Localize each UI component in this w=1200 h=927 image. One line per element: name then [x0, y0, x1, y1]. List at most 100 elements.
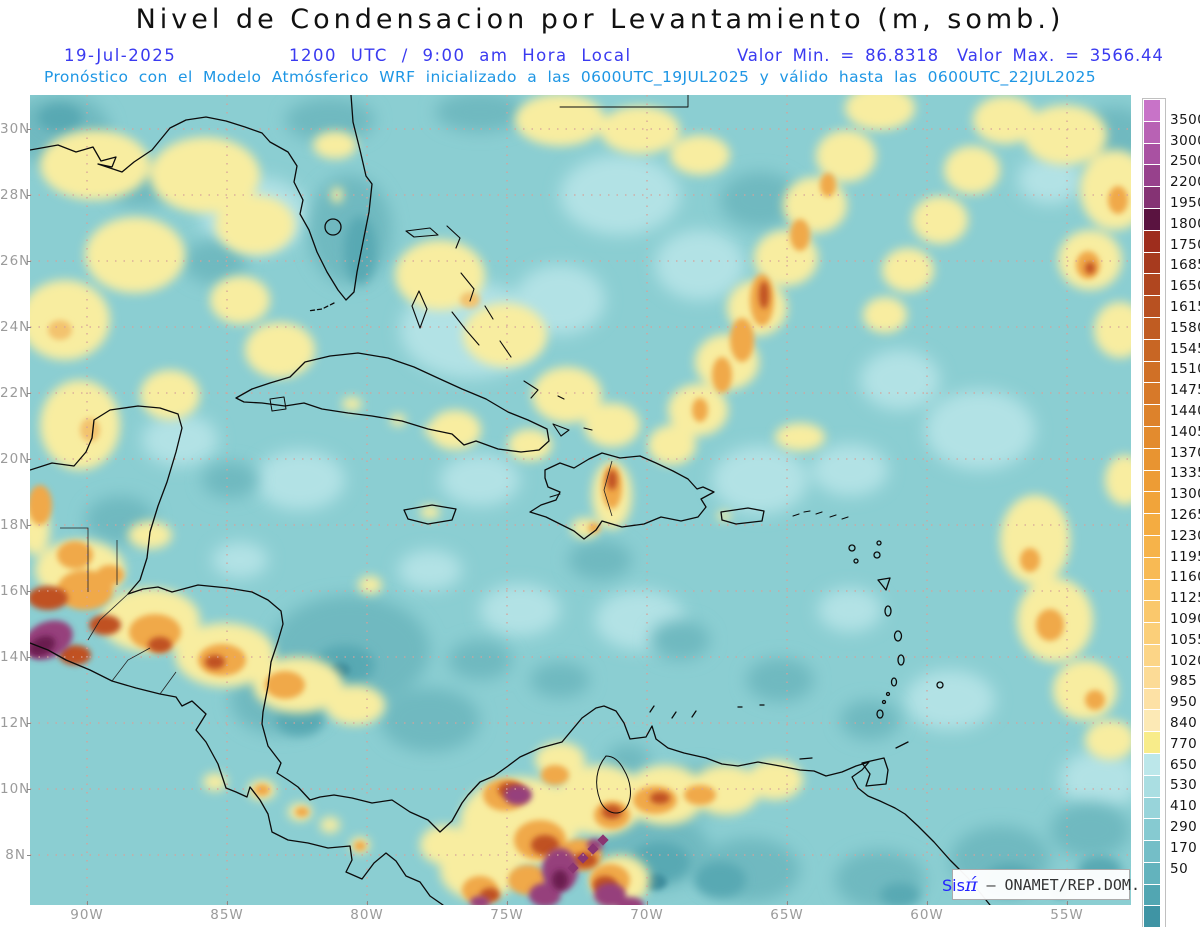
- colorbar-value: 530: [1170, 777, 1198, 794]
- colorbar-cell: [1144, 187, 1160, 209]
- y-tick-label: 22N: [0, 385, 31, 401]
- x-tick-label: 85W: [210, 907, 244, 923]
- y-tick-label: 24N: [0, 319, 31, 335]
- colorbar-value: 1440: [1170, 403, 1200, 419]
- y-tick-label: 8N: [5, 847, 26, 863]
- y-tick-label: 28N: [0, 187, 31, 203]
- max-value: Valor Max. = 3566.44: [956, 46, 1164, 65]
- x-tick: [647, 901, 648, 905]
- y-tick: [27, 525, 31, 526]
- colorbar-cell: [1144, 143, 1160, 166]
- colorbar-cell: [1144, 165, 1160, 188]
- colorbar-cell: [1144, 819, 1160, 842]
- colorbar-value: 1545: [1170, 340, 1200, 357]
- page-title: Nivel de Condensacion por Levantamiento …: [135, 4, 1065, 35]
- field-stripe-band: [567, 834, 609, 874]
- colorbar-cell: [1144, 906, 1160, 927]
- y-tick: [27, 327, 31, 328]
- colorbar-cell: [1144, 121, 1160, 144]
- colorbar-cell: [1144, 317, 1160, 340]
- run-date: 19-Jul-2025: [64, 46, 177, 65]
- valid-time: 1200 UTC / 9:00 am Hora Local: [289, 46, 632, 65]
- minmax-values: Valor Min. = 86.8318 Valor Max. = 3566.44: [737, 46, 1164, 65]
- colorbar-value: 1950: [1170, 195, 1200, 211]
- colorbar-cell: [1144, 492, 1160, 515]
- colorbar-cell: [1144, 579, 1160, 602]
- colorbar-value: 1405: [1170, 423, 1200, 440]
- colorbar-value: 1125: [1170, 590, 1200, 607]
- colorbar-value: 410: [1170, 798, 1198, 815]
- field-yellow-blobs: [30, 95, 1131, 905]
- colorbar-value: 1580: [1170, 319, 1200, 336]
- colorbar-value: 1230: [1170, 527, 1200, 544]
- colorbar-value: 1090: [1170, 611, 1200, 627]
- colorbar-cell: [1144, 644, 1160, 667]
- y-tick: [27, 261, 31, 262]
- colorbar-cell: [1144, 623, 1160, 645]
- attribution-org: ONAMET/REP.DOM.: [1004, 875, 1140, 894]
- y-tick: [27, 195, 31, 196]
- y-tick: [27, 393, 31, 394]
- colorbar-cell: [1144, 100, 1160, 122]
- y-tick-label: 14N: [0, 649, 31, 665]
- colorbar-value: 1685: [1170, 257, 1200, 274]
- x-tick: [367, 901, 368, 905]
- colorbar-value: 290: [1170, 819, 1198, 835]
- colorbar-value: 1615: [1170, 299, 1200, 315]
- coastlines: [30, 95, 991, 905]
- colorbar-cell: [1144, 274, 1160, 297]
- colorbar-value: 3000: [1170, 132, 1200, 149]
- x-tick-label: 60W: [910, 907, 944, 923]
- colorbar-cell: [1144, 753, 1160, 776]
- x-tick: [87, 901, 88, 905]
- colorbar-value: 50: [1170, 860, 1189, 877]
- y-tick: [27, 855, 31, 856]
- y-tick-label: 12N: [0, 715, 31, 731]
- x-tick-label: 55W: [1050, 907, 1084, 923]
- colorbar-value: 650: [1170, 756, 1198, 773]
- y-tick-label: 18N: [0, 517, 31, 533]
- colorbar-value: 1650: [1170, 278, 1200, 295]
- colorbar-cell: [1144, 405, 1160, 427]
- colorbar-value: 950: [1170, 694, 1198, 711]
- x-tick-label: 70W: [630, 907, 664, 923]
- colorbar-value: 1475: [1170, 382, 1200, 399]
- y-tick-label: 30N: [0, 121, 31, 137]
- colorbar-value: 1335: [1170, 465, 1200, 482]
- colorbar-cell: [1144, 208, 1160, 231]
- colorbar-cell: [1144, 862, 1160, 885]
- colorbar-cell: [1144, 732, 1160, 754]
- colorbar-value: 170: [1170, 839, 1198, 856]
- colorbar-cell: [1144, 426, 1160, 449]
- colorbar-value: 1020: [1170, 652, 1200, 669]
- map-canvas: [30, 95, 1131, 905]
- x-tick: [507, 901, 508, 905]
- country-borders: [60, 460, 613, 695]
- model-info-line: Pronóstico con el Modelo Atmósferico WRF…: [44, 68, 1097, 86]
- colorbar-cell: [1144, 252, 1160, 275]
- colorbar-value: 985: [1170, 673, 1198, 690]
- y-tick-label: 20N: [0, 451, 31, 467]
- colorbar-cell: [1144, 514, 1160, 536]
- map-field-svg: [30, 95, 1131, 905]
- colorbar-value: 1370: [1170, 444, 1200, 461]
- colorbar-cell: [1144, 230, 1160, 253]
- x-tick: [227, 901, 228, 905]
- attribution-box: Sisπ́ – ONAMET/REP.DOM.: [942, 869, 1140, 900]
- y-tick: [27, 591, 31, 592]
- colorbar-cell: [1144, 884, 1160, 907]
- y-tick: [27, 129, 31, 130]
- y-tick: [27, 723, 31, 724]
- colorbar-cell: [1144, 666, 1160, 689]
- colorbar-cell: [1144, 797, 1160, 820]
- colorbar-cell: [1144, 841, 1160, 863]
- x-tick-label: 65W: [770, 907, 804, 923]
- colorbar-cell: [1144, 383, 1160, 406]
- y-tick-label: 16N: [0, 583, 31, 599]
- colorbar-cell: [1144, 296, 1160, 318]
- colorbar-value: 2200: [1170, 174, 1200, 191]
- colorbar-cell: [1144, 339, 1160, 362]
- y-tick-label: 26N: [0, 253, 31, 269]
- attribution-separator: –: [977, 875, 1005, 894]
- colorbar-value: 1195: [1170, 548, 1200, 565]
